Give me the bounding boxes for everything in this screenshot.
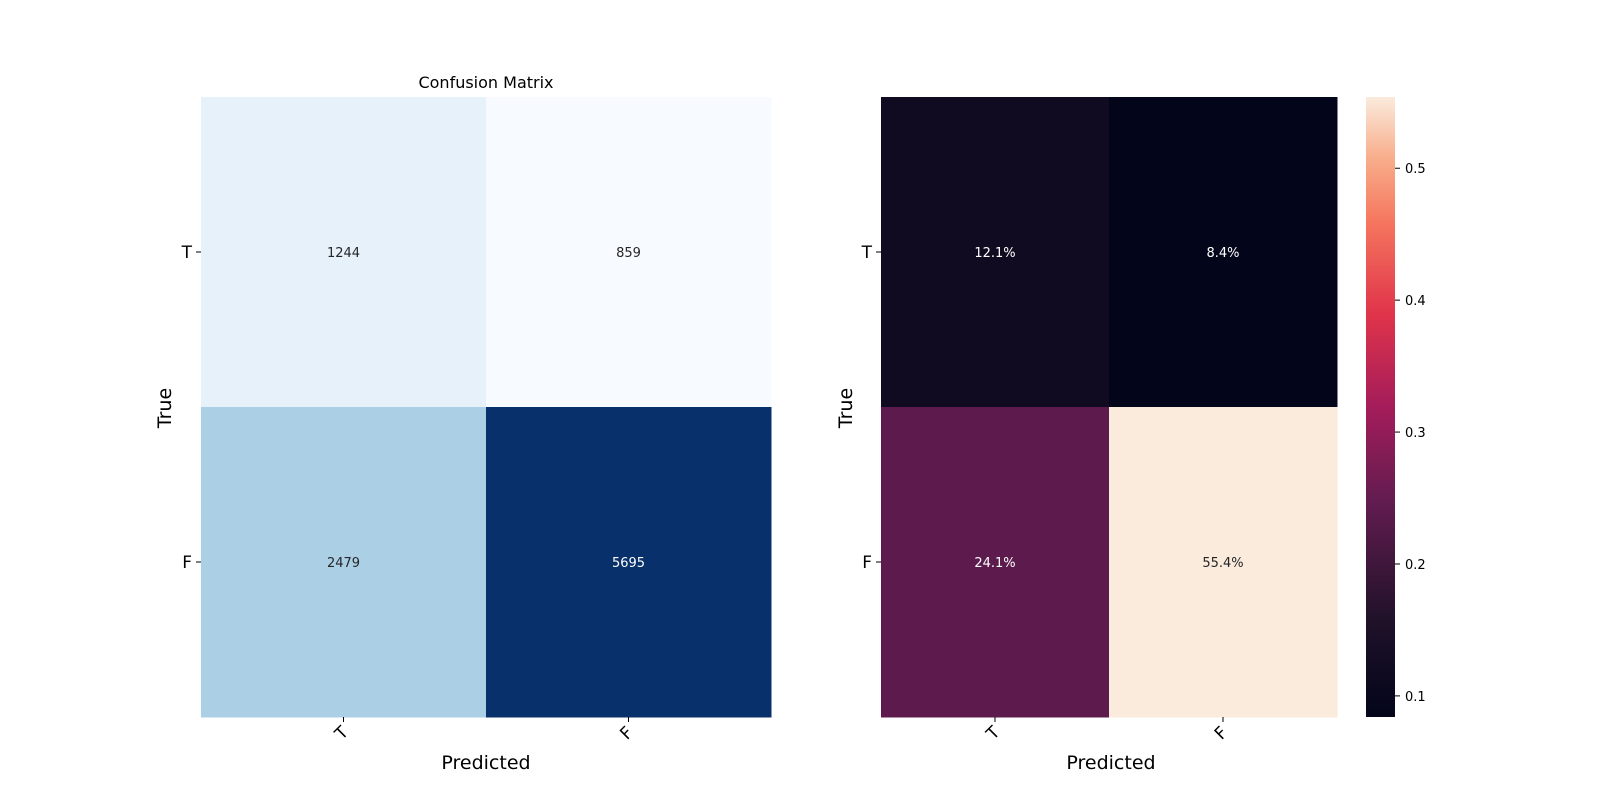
colorbar-gradient: [1366, 97, 1395, 717]
right-heatmap-cell: [881, 97, 1110, 408]
colorbar: 0.1 0.2 0.3 0.4 0.5: [1366, 97, 1426, 717]
right-heatmap-cells: 12.1% 8.4% 24.1% 55.4%: [881, 97, 1338, 718]
right-cell-label: 55.4%: [1202, 556, 1243, 571]
colorbar-tick-label: 0.5: [1405, 162, 1426, 177]
colorbar-ticks: 0.1 0.2 0.3 0.4 0.5: [1395, 162, 1426, 705]
right-y-tick-label: F: [862, 553, 872, 573]
left-cell-label: 2479: [327, 556, 360, 571]
left-heatmap-cell: [201, 407, 487, 718]
right-heatmap-cell: [1109, 407, 1338, 718]
right-heatmap-cell: [881, 407, 1110, 718]
left-heatmap-cell: [201, 97, 487, 408]
right-cell-label: 12.1%: [974, 246, 1015, 261]
right-x-tick-label: F: [1211, 723, 1232, 744]
left-x-axis-label: Predicted: [441, 752, 530, 774]
right-y-axis-label: True: [835, 388, 857, 429]
left-cell-label: 1244: [327, 246, 360, 261]
colorbar-tick-label: 0.2: [1405, 558, 1426, 573]
colorbar-tick-label: 0.4: [1405, 294, 1426, 309]
right-y-axis-ticks: TF: [861, 243, 881, 573]
right-cell-label: 8.4%: [1206, 246, 1239, 261]
left-y-axis-label: True: [154, 388, 176, 429]
left-y-axis-ticks: TF: [181, 243, 201, 573]
left-heatmap-cell: [486, 407, 772, 718]
right-y-tick-label: T: [861, 243, 873, 263]
right-x-axis-label: Predicted: [1066, 752, 1155, 774]
right-cell-label: 24.1%: [974, 556, 1015, 571]
right-x-tick-label: T: [982, 722, 1005, 745]
left-x-tick-label: T: [331, 722, 354, 745]
left-y-tick-label: F: [182, 553, 192, 573]
left-x-tick-label: F: [616, 723, 637, 744]
left-y-tick-label: T: [181, 243, 193, 263]
right-heatmap-cell: [1109, 97, 1338, 408]
colorbar-tick-label: 0.3: [1405, 426, 1426, 441]
left-cell-label: 859: [616, 246, 641, 261]
left-heatmap-cells: 1244 859 2479 5695: [201, 97, 772, 718]
left-cell-label: 5695: [612, 556, 645, 571]
left-heatmap-cell: [486, 97, 772, 408]
colorbar-tick-label: 0.1: [1405, 690, 1426, 705]
left-chart-title: Confusion Matrix: [418, 73, 553, 92]
